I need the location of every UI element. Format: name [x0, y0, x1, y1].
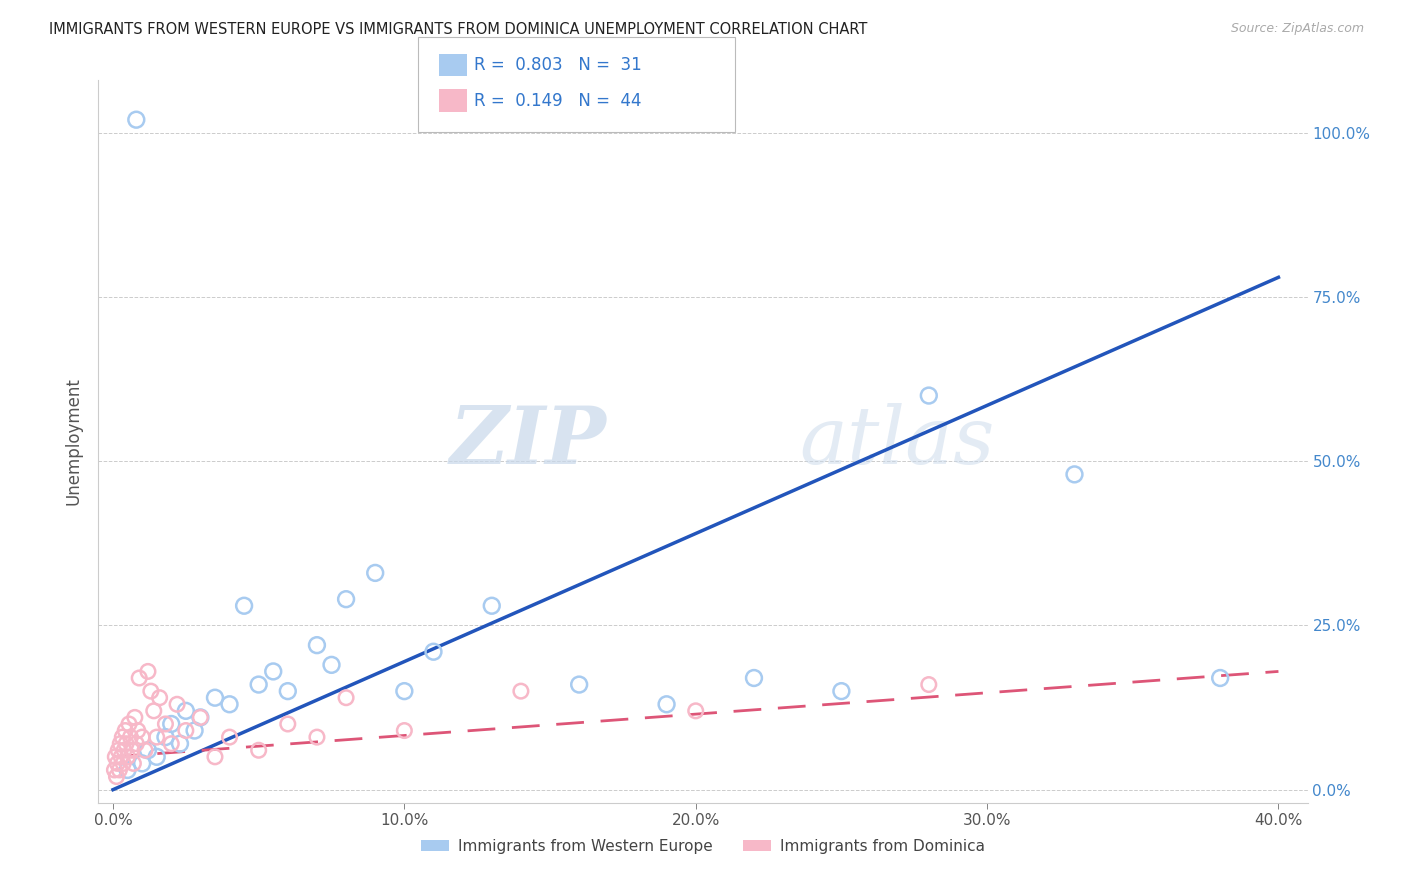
Point: [166, 698, 188, 712]
Point: [422, 645, 444, 659]
Point: [111, 730, 134, 744]
Point: [394, 723, 416, 738]
Point: [190, 710, 212, 724]
Point: [204, 749, 226, 764]
Point: [149, 690, 172, 705]
Point: [218, 698, 240, 712]
Point: [183, 723, 205, 738]
Point: [394, 684, 416, 698]
Point: [117, 749, 139, 764]
Point: [568, 677, 591, 691]
Point: [160, 717, 183, 731]
Legend: Immigrants from Western Europe, Immigrants from Dominica: Immigrants from Western Europe, Immigran…: [415, 833, 991, 860]
Point: [321, 657, 343, 672]
Text: ZIP: ZIP: [450, 403, 606, 480]
Point: [118, 717, 141, 731]
Point: [830, 684, 852, 698]
Point: [218, 730, 240, 744]
Point: [105, 756, 128, 771]
Point: [124, 710, 146, 724]
Point: [1063, 467, 1085, 482]
Point: [107, 743, 129, 757]
Point: [155, 730, 177, 744]
Text: R =  0.803   N =  31: R = 0.803 N = 31: [474, 56, 641, 74]
Text: Source: ZipAtlas.com: Source: ZipAtlas.com: [1230, 22, 1364, 36]
Point: [742, 671, 765, 685]
Point: [125, 112, 148, 127]
Point: [136, 665, 159, 679]
Text: IMMIGRANTS FROM WESTERN EUROPE VS IMMIGRANTS FROM DOMINICA UNEMPLOYMENT CORRELAT: IMMIGRANTS FROM WESTERN EUROPE VS IMMIGR…: [49, 22, 868, 37]
Point: [142, 704, 165, 718]
Point: [128, 671, 150, 685]
Point: [262, 665, 284, 679]
Point: [127, 723, 149, 738]
Text: R =  0.149   N =  44: R = 0.149 N = 44: [474, 92, 641, 110]
Point: [114, 723, 136, 738]
Point: [125, 737, 148, 751]
Point: [481, 599, 503, 613]
Point: [277, 684, 299, 698]
Point: [120, 730, 142, 744]
Point: [145, 730, 167, 744]
Point: [131, 756, 153, 771]
Point: [139, 684, 162, 698]
Point: [204, 690, 226, 705]
Point: [174, 704, 197, 718]
Text: atlas: atlas: [800, 403, 995, 480]
Point: [1209, 671, 1232, 685]
Point: [108, 763, 131, 777]
Point: [112, 743, 135, 757]
Point: [685, 704, 707, 718]
Point: [121, 743, 143, 757]
Point: [247, 743, 270, 757]
Point: [115, 737, 138, 751]
Point: [655, 698, 678, 712]
Point: [335, 592, 357, 607]
Point: [104, 749, 127, 764]
Point: [112, 756, 135, 771]
Point: [233, 599, 256, 613]
Point: [305, 730, 328, 744]
Point: [174, 723, 197, 738]
Point: [364, 566, 387, 580]
Point: [190, 710, 212, 724]
Point: [105, 770, 128, 784]
Point: [122, 756, 145, 771]
Point: [103, 763, 125, 777]
Point: [509, 684, 531, 698]
Point: [136, 743, 159, 757]
Point: [918, 388, 941, 402]
Point: [277, 717, 299, 731]
Point: [155, 717, 177, 731]
Point: [134, 743, 156, 757]
Point: [169, 737, 191, 751]
Point: [110, 737, 132, 751]
Point: [247, 677, 270, 691]
Y-axis label: Unemployment: Unemployment: [65, 377, 83, 506]
Point: [335, 690, 357, 705]
Point: [117, 763, 139, 777]
Point: [160, 737, 183, 751]
Point: [145, 749, 167, 764]
Point: [110, 749, 132, 764]
Point: [131, 730, 153, 744]
Point: [918, 677, 941, 691]
Point: [305, 638, 328, 652]
